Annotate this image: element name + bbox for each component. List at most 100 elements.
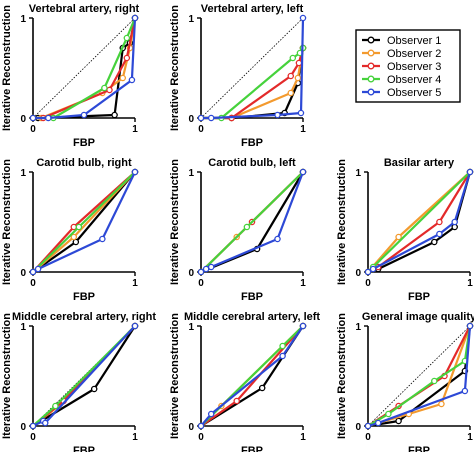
panel-title: Vertebral artery, left: [201, 3, 304, 15]
y-tick-label: 1: [355, 168, 361, 179]
panel-title: Vertebral artery, right: [29, 3, 140, 15]
x-axis-label: FBP: [241, 137, 263, 149]
y-axis-label: Iterative Reconstruction: [336, 159, 348, 285]
data-point-observer-3: [123, 54, 131, 62]
y-axis-label: Iterative Reconstruction: [169, 313, 181, 439]
legend-entry-label: Observer 4: [387, 74, 441, 86]
data-point-observer-2: [119, 74, 127, 82]
series-line-observer-4: [32, 171, 136, 273]
data-point-observer-5: [41, 419, 49, 427]
x-tick-label: 1: [300, 278, 306, 289]
chart-panel-2: Vertebral artery, left 1 00 1 FBP Iterative R…: [169, 3, 307, 149]
data-point-observer-1: [431, 238, 438, 246]
series-line-observer-4: [200, 171, 304, 273]
y-tick-label: 0: [188, 268, 194, 279]
x-tick-label: 1: [300, 432, 306, 443]
data-point-observer-4: [289, 54, 297, 62]
panel-title: Middle cerebral artery, right: [12, 311, 156, 323]
chart-panel-5: Basilar artery 1 00 1 FBP Iterative Reconstru…: [336, 157, 474, 303]
data-point-observer-4: [52, 402, 59, 410]
x-tick-label: 0: [365, 278, 371, 289]
data-point-observer-4: [101, 84, 108, 92]
data-point-observer-3: [233, 397, 240, 405]
y-tick-label: 0: [355, 422, 361, 433]
panel-title: Middle cerebral artery, left: [184, 311, 320, 323]
x-tick-label: 0: [198, 278, 204, 289]
data-point-observer-4: [385, 410, 392, 418]
data-point-observer-1: [258, 384, 266, 392]
data-point-observer-5: [197, 268, 205, 276]
data-point-observer-5: [202, 265, 210, 273]
x-tick-label: 1: [467, 278, 473, 289]
x-axis-label: FBP: [408, 445, 430, 452]
y-tick-label: 0: [20, 268, 26, 279]
x-tick-label: 1: [132, 432, 138, 443]
y-tick-label: 1: [188, 168, 194, 179]
data-point-observer-5: [364, 268, 372, 276]
legend-entry-label: Observer 5: [387, 87, 441, 99]
legend-entry-label: Observer 2: [387, 48, 441, 60]
y-axis-label: Iterative Reconstruction: [1, 159, 13, 285]
x-axis-label: FBP: [241, 291, 263, 303]
data-point-observer-4: [279, 342, 286, 350]
data-point-observer-5: [451, 218, 458, 226]
data-point-observer-5: [279, 352, 286, 360]
data-point-observer-5: [207, 410, 215, 418]
legend-swatch-marker: [367, 75, 375, 83]
data-point-observer-5: [466, 168, 474, 176]
data-point-observer-5: [461, 387, 469, 395]
data-point-observer-5: [197, 114, 205, 122]
data-point-observer-5: [299, 14, 307, 22]
data-point-observer-1: [111, 111, 118, 119]
y-tick-label: 1: [20, 322, 26, 333]
y-tick-label: 0: [20, 114, 26, 125]
x-tick-label: 0: [30, 124, 36, 135]
data-point-observer-5: [128, 76, 136, 84]
data-point-observer-5: [29, 268, 37, 276]
data-point-observer-5: [436, 230, 443, 238]
legend-swatch-marker: [367, 36, 375, 44]
data-point-observer-1: [90, 385, 98, 393]
x-tick-label: 0: [198, 124, 204, 135]
data-point-observer-5: [34, 265, 42, 273]
data-point-observer-5: [466, 322, 474, 330]
y-tick-label: 0: [355, 268, 361, 279]
data-point-observer-5: [369, 265, 377, 273]
legend-swatch-marker: [367, 49, 375, 57]
data-point-observer-5: [99, 235, 106, 243]
y-tick-label: 1: [20, 14, 26, 25]
y-tick-label: 0: [20, 422, 26, 433]
y-tick-label: 1: [188, 14, 194, 25]
data-point-observer-2: [438, 400, 445, 408]
y-tick-label: 1: [188, 322, 194, 333]
panel-title: General image quality: [362, 311, 474, 323]
data-point-observer-2: [395, 233, 402, 241]
data-point-observer-5: [80, 111, 88, 119]
data-point-observer-3: [106, 86, 113, 94]
data-point-observer-5: [299, 168, 307, 176]
series-line-observer-5: [367, 325, 472, 428]
y-axis-label: Iterative Reconstruction: [169, 159, 181, 285]
data-point-observer-5: [197, 422, 205, 430]
data-point-observer-2: [294, 74, 302, 82]
data-point-observer-3: [436, 218, 443, 226]
data-point-observer-5: [297, 109, 305, 117]
data-point-observer-5: [364, 422, 372, 430]
legend-swatch-marker: [367, 88, 375, 96]
data-point-observer-4: [123, 34, 131, 42]
series-line-observer-1: [201, 47, 305, 120]
data-point-observer-5: [131, 14, 139, 22]
panel-title: Basilar artery: [384, 157, 455, 169]
y-tick-label: 1: [20, 168, 26, 179]
data-point-observer-5: [29, 422, 37, 430]
data-point-observer-1: [395, 417, 402, 425]
y-axis-label: Iterative Reconstruction: [1, 5, 13, 131]
y-axis-label: Iterative Reconstruction: [169, 5, 181, 131]
data-point-observer-2: [287, 89, 295, 97]
data-point-observer-5: [274, 235, 281, 243]
x-axis-label: FBP: [73, 137, 95, 149]
data-point-observer-4: [75, 223, 83, 231]
legend-entry-label: Observer 3: [387, 61, 441, 73]
